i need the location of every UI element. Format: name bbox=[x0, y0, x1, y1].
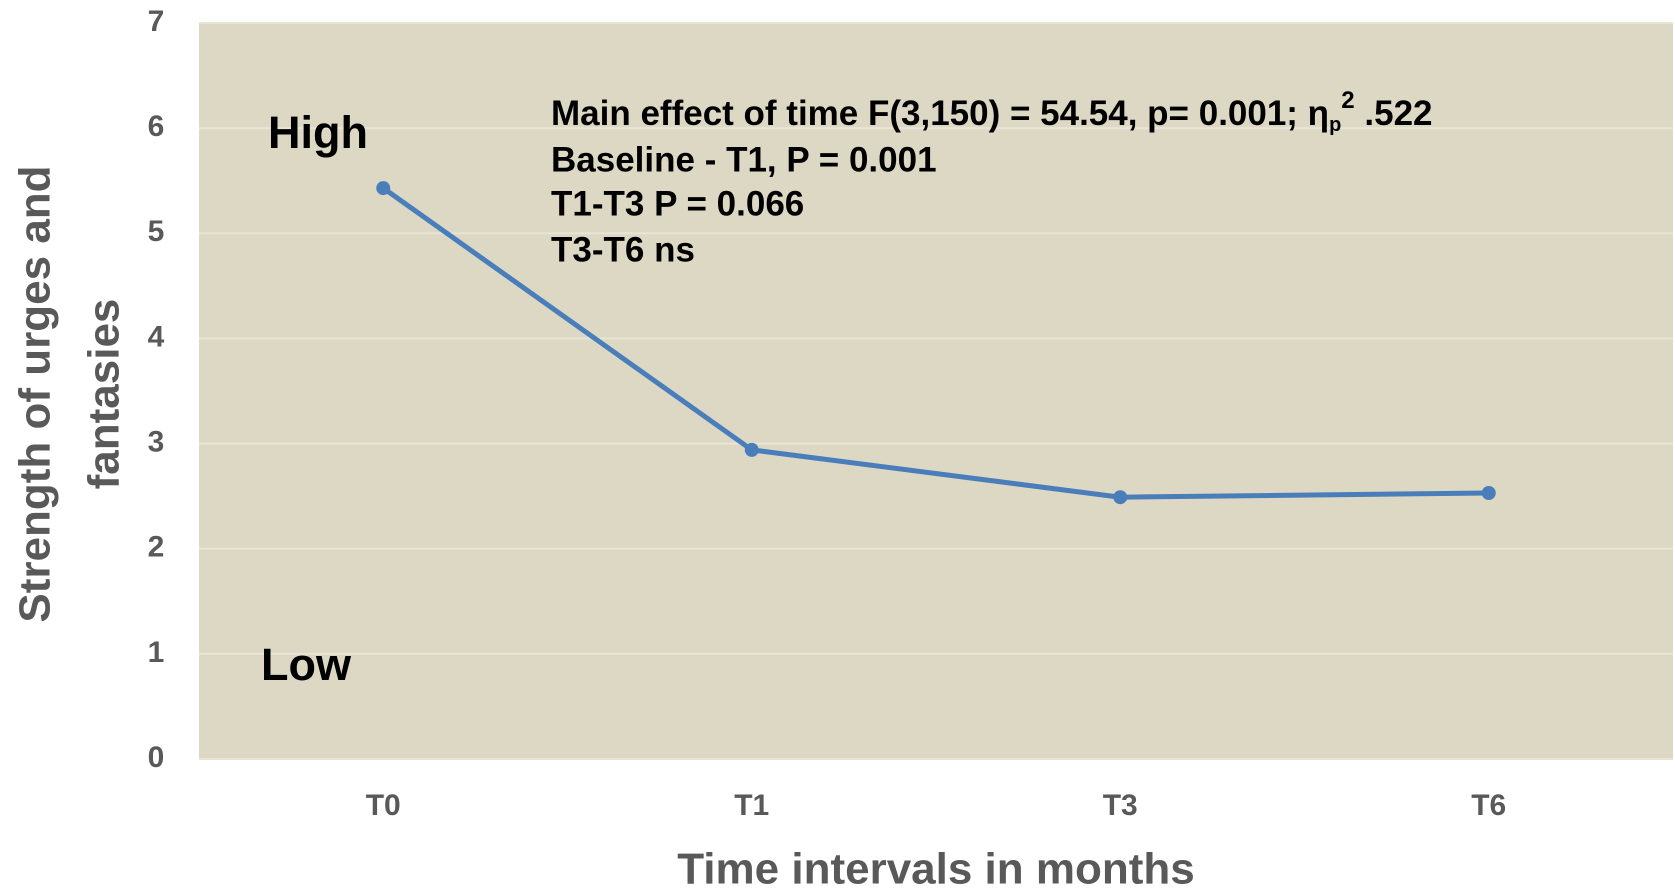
annotation-part: .522 bbox=[1355, 94, 1433, 133]
x-tick-label: T1 bbox=[734, 789, 769, 822]
y-tick-label: 6 bbox=[148, 110, 165, 143]
y-axis-title-line: fantasies bbox=[80, 299, 129, 490]
annotation: Baseline - T1, P = 0.001 bbox=[551, 140, 937, 179]
y-tick-label: 7 bbox=[148, 5, 165, 38]
y-tick-label: 3 bbox=[148, 425, 165, 458]
annotation: High bbox=[268, 107, 368, 158]
y-axis-title-line: Strength of urges and bbox=[11, 165, 60, 622]
y-tick-label: 2 bbox=[148, 531, 165, 564]
y-tick-label: 0 bbox=[148, 741, 165, 774]
x-axis-title: Time intervals in months bbox=[677, 845, 1195, 894]
y-tick-label: 5 bbox=[148, 215, 165, 248]
x-tick-label: T0 bbox=[366, 789, 401, 822]
y-tick-label: 1 bbox=[148, 636, 165, 669]
x-tick-label: T6 bbox=[1471, 789, 1506, 822]
annotation-part: Main effect of time F(3,150) = 54.54, p=… bbox=[551, 94, 1329, 133]
data-point bbox=[744, 442, 759, 457]
annotation: Main effect of time F(3,150) = 54.54, p=… bbox=[551, 87, 1433, 136]
y-tick-label: 4 bbox=[148, 320, 165, 353]
annotation: T3-T6 ns bbox=[551, 230, 695, 269]
annotation-subscript: p bbox=[1329, 114, 1341, 136]
annotation: T1-T3 P = 0.066 bbox=[551, 184, 804, 223]
data-point bbox=[1113, 490, 1128, 505]
annotation-superscript: 2 bbox=[1341, 87, 1354, 114]
data-point bbox=[1481, 485, 1496, 500]
data-line bbox=[381, 186, 1489, 500]
plot-area bbox=[199, 23, 1673, 759]
x-tick-label: T3 bbox=[1103, 789, 1138, 822]
data-point bbox=[376, 181, 391, 196]
y-axis-title: Strength of urges and fantasies bbox=[11, 165, 129, 622]
annotation: Low bbox=[261, 639, 352, 690]
